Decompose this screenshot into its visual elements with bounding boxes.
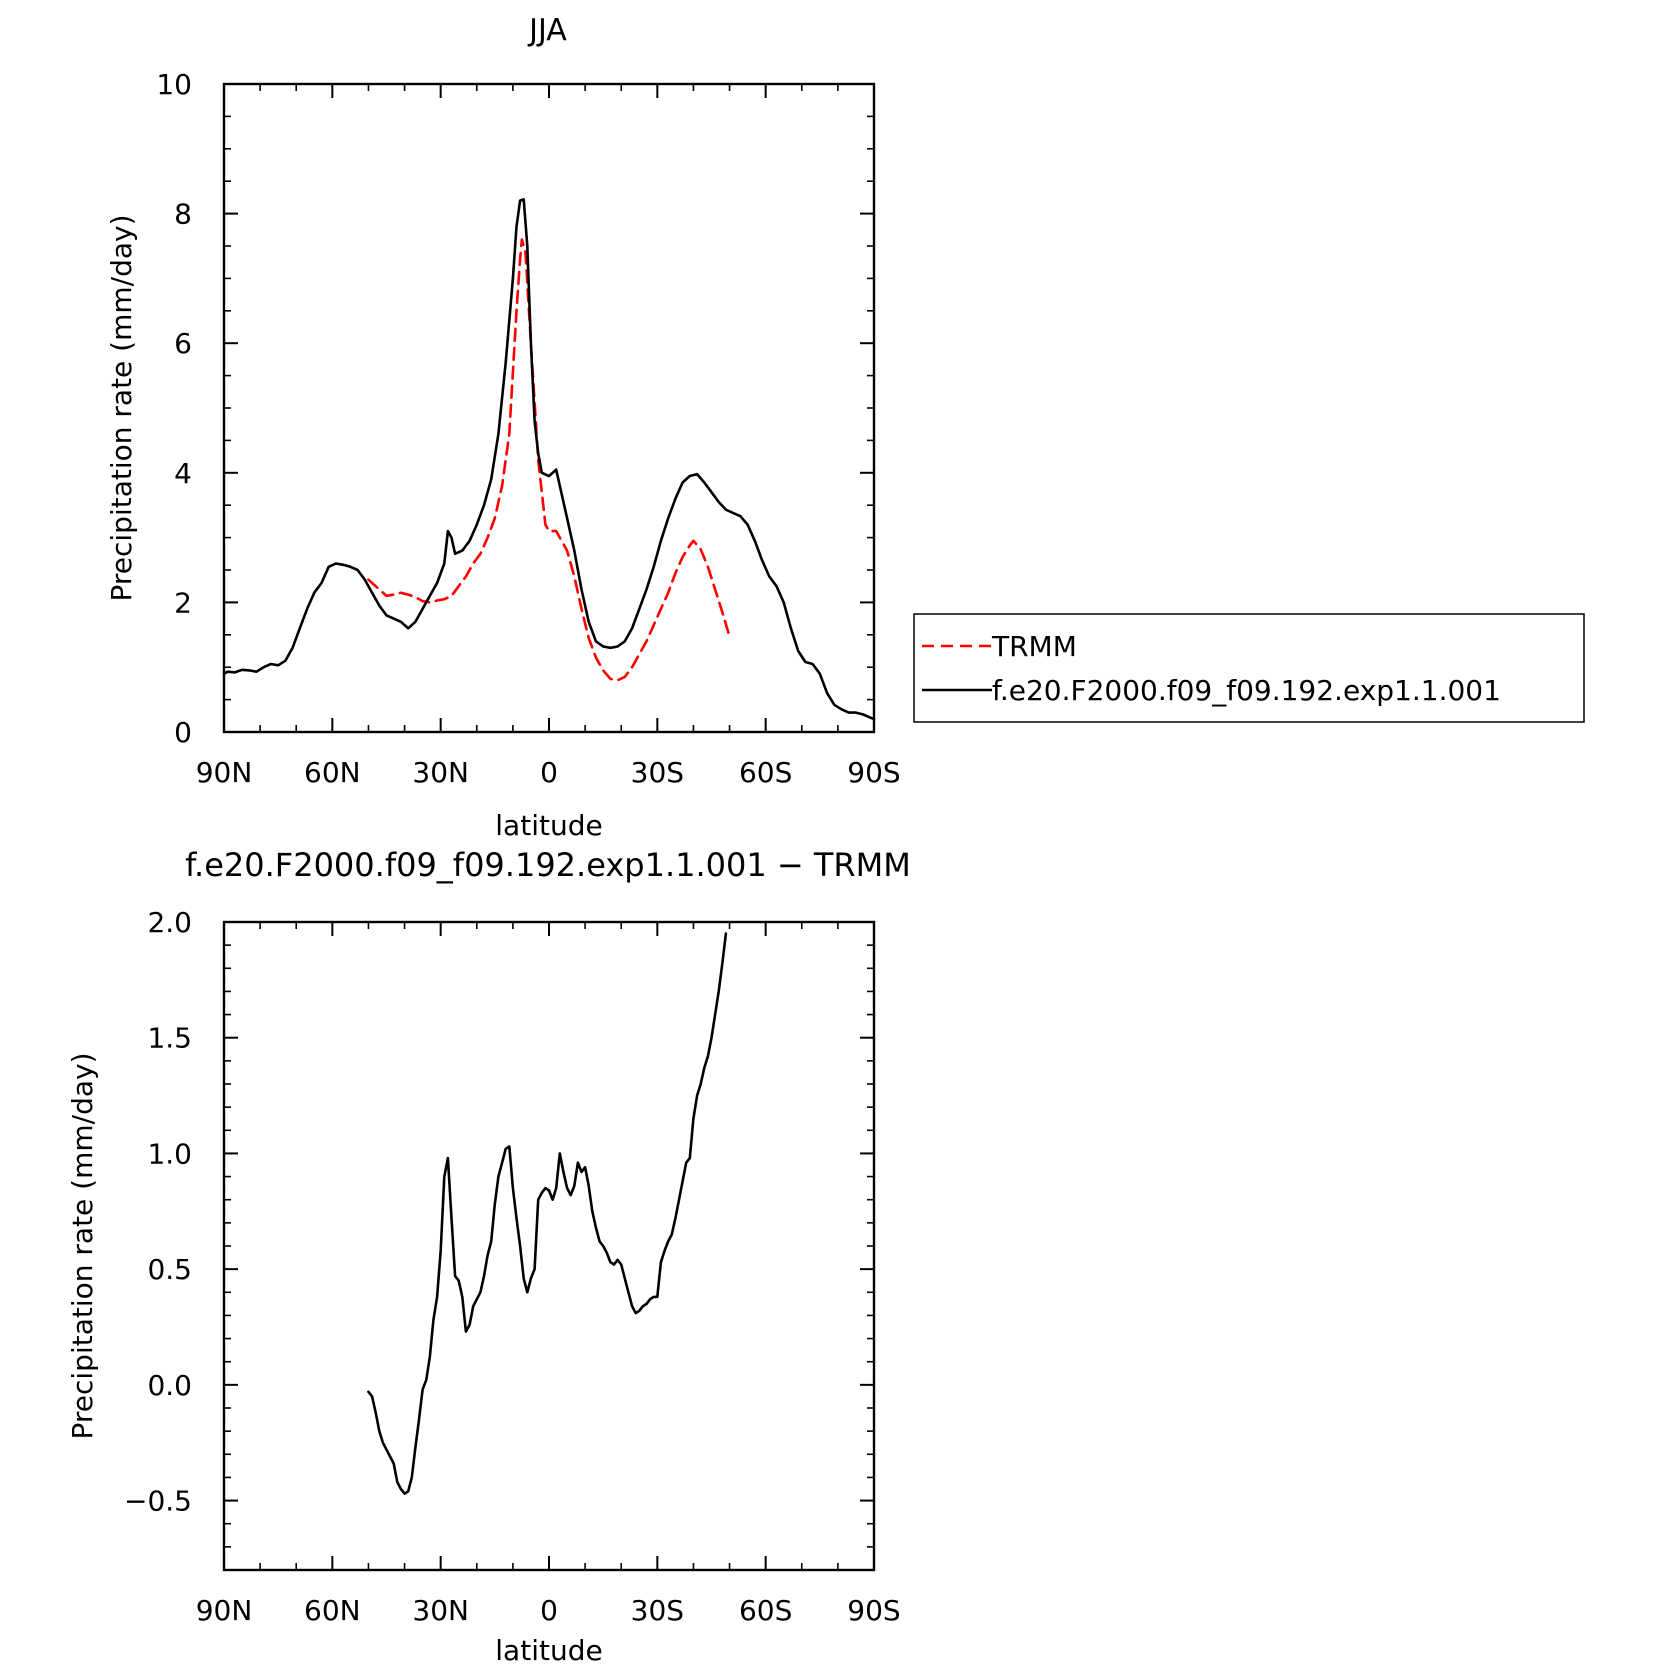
- y-tick-label: 2.0: [147, 906, 192, 939]
- top-y-axis-label: Precipitation rate (mm/day): [105, 214, 138, 601]
- y-tick-label: 10: [156, 68, 192, 101]
- x-tick-label: 60S: [739, 1594, 792, 1627]
- y-tick-label: 1.0: [147, 1137, 192, 1170]
- top-series-layer: [222, 198, 876, 721]
- bottom-y-axis-label: Precipitation rate (mm/day): [66, 1052, 99, 1439]
- y-tick-label: 0.0: [147, 1369, 192, 1402]
- y-tick-label: 0.5: [147, 1253, 192, 1286]
- series-line-0-1: [222, 198, 876, 721]
- bottom-chart-title: f.e20.F2000.f09_f09.192.exp1.1.001 − TRM…: [185, 846, 911, 884]
- x-tick-label: 60S: [739, 756, 792, 789]
- y-tick-label: 0: [174, 716, 192, 749]
- bottom-panel: f.e20.F2000.f09_f09.192.exp1.1.001 − TRM…: [66, 846, 911, 1667]
- legend: TRMM f.e20.F2000.f09_f09.192.exp1.1.001: [913, 613, 1585, 723]
- y-tick-label: 6: [174, 327, 192, 360]
- x-tick-label: 90S: [847, 1594, 900, 1627]
- x-tick-label: 90N: [196, 756, 253, 789]
- y-tick-label: 8: [174, 198, 192, 231]
- x-tick-label: 30S: [631, 756, 684, 789]
- legend-box: [913, 613, 1585, 723]
- top-plot-frame: [222, 82, 876, 734]
- series-line-1-0: [367, 932, 728, 1495]
- bottom-tick-layer: 90N 60N 30N 0 30S 60S 90S −0.5 0.0 0.5 1.0 1.5 2.0: [124, 906, 901, 1627]
- top-tick-layer: 90N 60N 30N 0 30S 60S 90S 0 2 4 6 8 10: [156, 68, 900, 789]
- x-tick-label: 60N: [304, 756, 361, 789]
- series-line-0-0: [367, 238, 731, 682]
- y-tick-label: 2: [174, 586, 192, 619]
- y-tick-label: 1.5: [147, 1022, 192, 1055]
- y-tick-label: −0.5: [124, 1485, 192, 1518]
- bottom-series-layer: [367, 932, 728, 1495]
- x-tick-label: 60N: [304, 1594, 361, 1627]
- y-tick-label: 4: [174, 457, 192, 490]
- legend-label-model: f.e20.F2000.f09_f09.192.exp1.1.001: [992, 674, 1501, 707]
- top-x-axis-label: latitude: [495, 809, 602, 842]
- top-chart-title: JJA: [527, 13, 567, 48]
- x-tick-label: 90S: [847, 756, 900, 789]
- legend-label-trmm: TRMM: [991, 630, 1077, 663]
- x-tick-label: 30N: [412, 756, 469, 789]
- x-tick-label: 90N: [196, 1594, 253, 1627]
- bottom-x-axis-label: latitude: [495, 1634, 602, 1667]
- x-tick-label: 0: [540, 756, 558, 789]
- x-tick-label: 30N: [412, 1594, 469, 1627]
- x-tick-label: 0: [540, 1594, 558, 1627]
- x-tick-label: 30S: [631, 1594, 684, 1627]
- bottom-plot-frame: [222, 920, 876, 1572]
